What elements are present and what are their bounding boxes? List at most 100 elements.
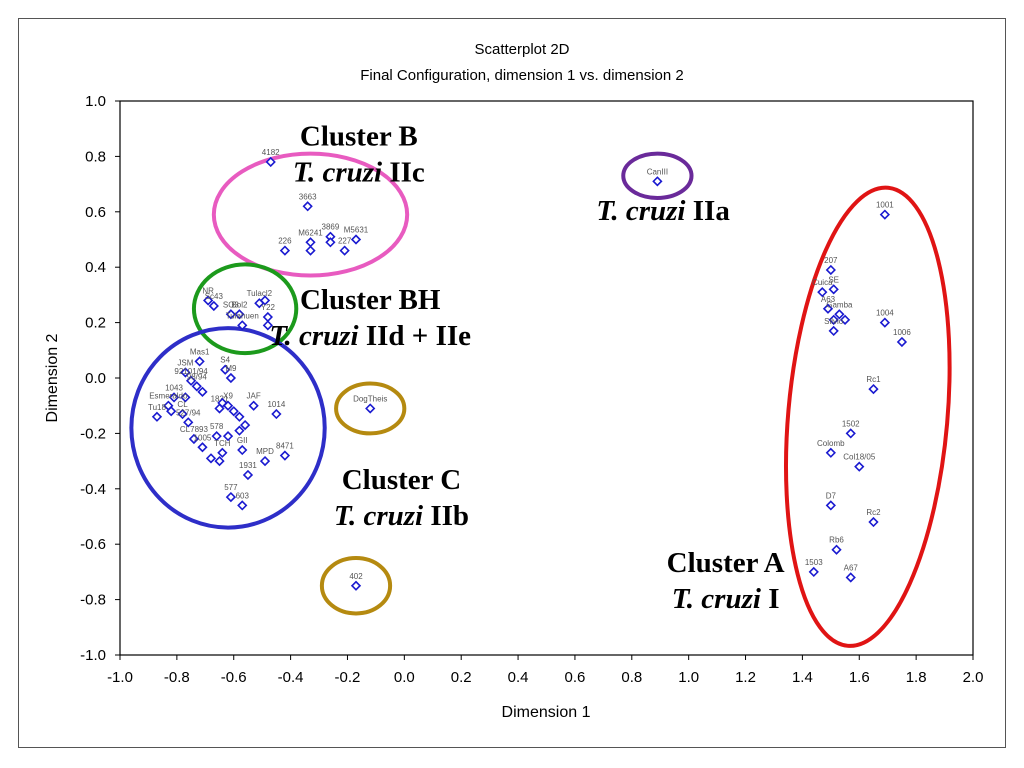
data-point (879, 317, 890, 328)
point-label: Rc2 (866, 508, 881, 517)
x-tick-label: 1.2 (735, 669, 756, 686)
point-label: CL (177, 400, 188, 409)
point-label: 3869 (322, 223, 340, 232)
point-label: 3663 (299, 192, 317, 201)
data-point (825, 264, 836, 276)
data-point (183, 417, 194, 428)
cluster-annotations: Cluster B T. cruzi IIc T. cruzi IIa Cluster… (269, 120, 784, 615)
data-point (248, 400, 259, 411)
data-point (652, 176, 663, 187)
x-tick-label: -0.2 (335, 669, 361, 686)
t-cruzi-iia-subtitle: T. cruzi IIa (596, 195, 730, 227)
data-point (305, 245, 316, 256)
data-point (259, 455, 271, 467)
x-tick-label: 0.2 (451, 669, 472, 686)
data-point (262, 320, 273, 331)
point-label: 578 (210, 422, 224, 431)
data-point (839, 314, 851, 325)
data-point (225, 309, 237, 320)
point-label: M6241 (298, 228, 323, 237)
point-label: 577 (224, 483, 238, 492)
point-label: Esmeraldo (149, 392, 188, 401)
cluster-b-ellipse (211, 151, 410, 278)
point-label: Cuica (812, 278, 833, 287)
data-point (166, 406, 177, 417)
data-point (845, 428, 856, 439)
data-point (808, 566, 819, 578)
data-point (242, 469, 254, 481)
t-cruzi-iia-ellipse (621, 151, 694, 200)
cluster-c-subtitle: T. cruzi IIb (334, 500, 469, 532)
cluster-b-title: Cluster B (300, 120, 418, 152)
data-point (831, 544, 842, 555)
data-point (239, 419, 251, 431)
data-point (817, 286, 828, 298)
data-point (211, 431, 222, 442)
x-tick-label: 0.4 (508, 669, 529, 686)
point-label: A63 (821, 295, 836, 304)
point-label: Sc43 (205, 292, 224, 301)
data-point (222, 400, 234, 411)
data-point (188, 433, 200, 445)
point-label: 227 (338, 237, 352, 246)
data-point (203, 295, 214, 306)
data-point (194, 356, 205, 367)
data-point (177, 408, 188, 420)
point-label: 207 (824, 256, 838, 265)
data-point (350, 580, 362, 591)
point-label: 98/94 (187, 372, 208, 381)
data-point (822, 303, 834, 314)
data-point (205, 453, 217, 464)
point-label: X9 (223, 392, 233, 401)
data-point (339, 245, 350, 256)
data-point (237, 500, 248, 511)
data-point (845, 572, 856, 583)
data-point (265, 156, 276, 168)
x-tick-label: 1.8 (906, 669, 927, 686)
data-point (828, 325, 839, 337)
x-tick-label: 1.4 (792, 669, 813, 686)
data-point (197, 442, 208, 453)
point-label: 1006 (893, 328, 911, 337)
axis-ticks: -1.0 -0.8 -0.6 -0.4 -0.2 0.0 0.2 0.4 0.6 0.8 1.0 1.… (80, 93, 983, 686)
chart-frame (18, 18, 1006, 748)
data-point (234, 309, 245, 320)
chart-title: Scatterplot 2D (474, 41, 569, 58)
y-tick-label: 0.6 (85, 204, 106, 221)
data-point (168, 392, 180, 403)
cluster-a-title: Cluster A (667, 547, 785, 579)
point-label: 4182 (262, 148, 280, 157)
point-label: Tulacl2 (247, 289, 273, 298)
point-label: M9 (225, 364, 237, 373)
point-label: 8471 (276, 442, 294, 451)
point-label: D7 (826, 491, 837, 500)
point-label: Bol2 (231, 300, 248, 309)
y-tick-label: -0.4 (80, 481, 106, 498)
data-point (225, 491, 237, 503)
point-label: 1503 (805, 558, 823, 567)
point-label: 1502 (842, 419, 860, 428)
data-point (217, 447, 228, 458)
y-tick-label: 1.0 (85, 93, 106, 110)
x-tick-label: -0.4 (278, 669, 304, 686)
point-label: CanIII (647, 167, 668, 176)
point-label: 1005 (194, 433, 212, 442)
point-label: 603 (236, 491, 250, 500)
y-tick-label: 0.2 (85, 315, 106, 332)
data-point (237, 320, 248, 331)
data-point (896, 336, 908, 348)
point-label: CL7893 (180, 425, 209, 434)
data-point (279, 245, 291, 256)
y-tick-label: -0.8 (80, 592, 106, 609)
data-point (279, 450, 291, 461)
cluster-a-ellipse (783, 185, 952, 648)
point-label: DogTheis (353, 394, 387, 403)
y-tick-label: 0.0 (85, 370, 106, 387)
data-point (185, 375, 197, 386)
data-point (197, 386, 208, 397)
data-point (180, 392, 191, 403)
point-label: 92101/94 (174, 367, 208, 376)
point-label: JSM (177, 358, 193, 367)
point-label: S4 (220, 356, 230, 365)
point-label: 1001 (876, 201, 894, 210)
